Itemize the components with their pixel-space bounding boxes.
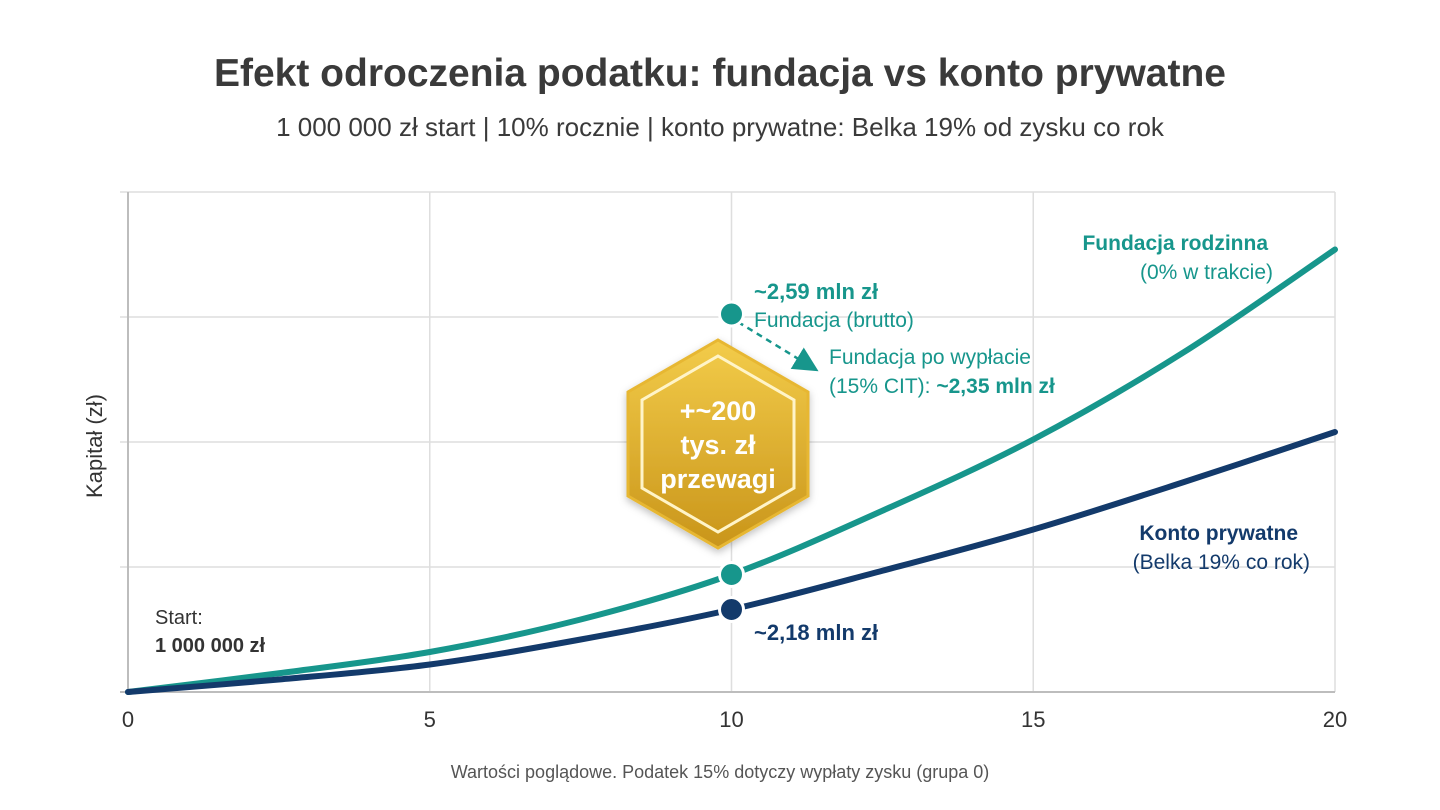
chart-subtitle: 1 000 000 zł start | 10% rocznie | konto… [276,112,1164,142]
badge-line-1: +~200 [680,396,757,426]
point-fundacja-year-10 [718,561,745,588]
legend-fundacja-note: (0% w trakcie) [1140,261,1273,284]
y-axis-label: Kapitał (zł) [82,394,107,498]
chart-title: Efekt odroczenia podatku: fundacja vs ko… [213,52,1226,95]
legend-fundacja: Fundacja rodzinna [1082,232,1268,255]
badge-line-2: tys. zł [680,430,756,460]
start-label: Start: [155,607,203,629]
x-tick-label: 20 [1323,707,1347,732]
x-tick-label: 15 [1021,707,1045,732]
point-konto-year-10 [718,596,745,623]
advantage-badge: +~200 tys. zł przewagi [626,338,810,550]
x-tick-label: 10 [719,707,743,732]
cit-arrow [737,320,819,372]
after-label-1: Fundacja po wypłacie [829,346,1031,369]
x-tick-label: 0 [122,707,134,732]
badge-line-3: przewagi [660,464,776,494]
footnote: Wartości poglądowe. Podatek 15% dotyczy … [450,762,990,782]
konto-value: ~2,18 mln zł [754,620,878,645]
x-tick-label: 5 [424,707,436,732]
legend-konto: Konto prywatne [1139,522,1298,545]
brutto-label: Fundacja (brutto) [754,309,914,332]
legend-konto-note: (Belka 19% co rok) [1133,551,1310,574]
point-fundacja-brutto [718,300,745,328]
start-value: 1 000 000 zł [155,635,266,657]
after-label-2: (15% CIT): ~2,35 mln zł [829,375,1055,398]
brutto-value: ~2,59 mln zł [754,279,878,304]
